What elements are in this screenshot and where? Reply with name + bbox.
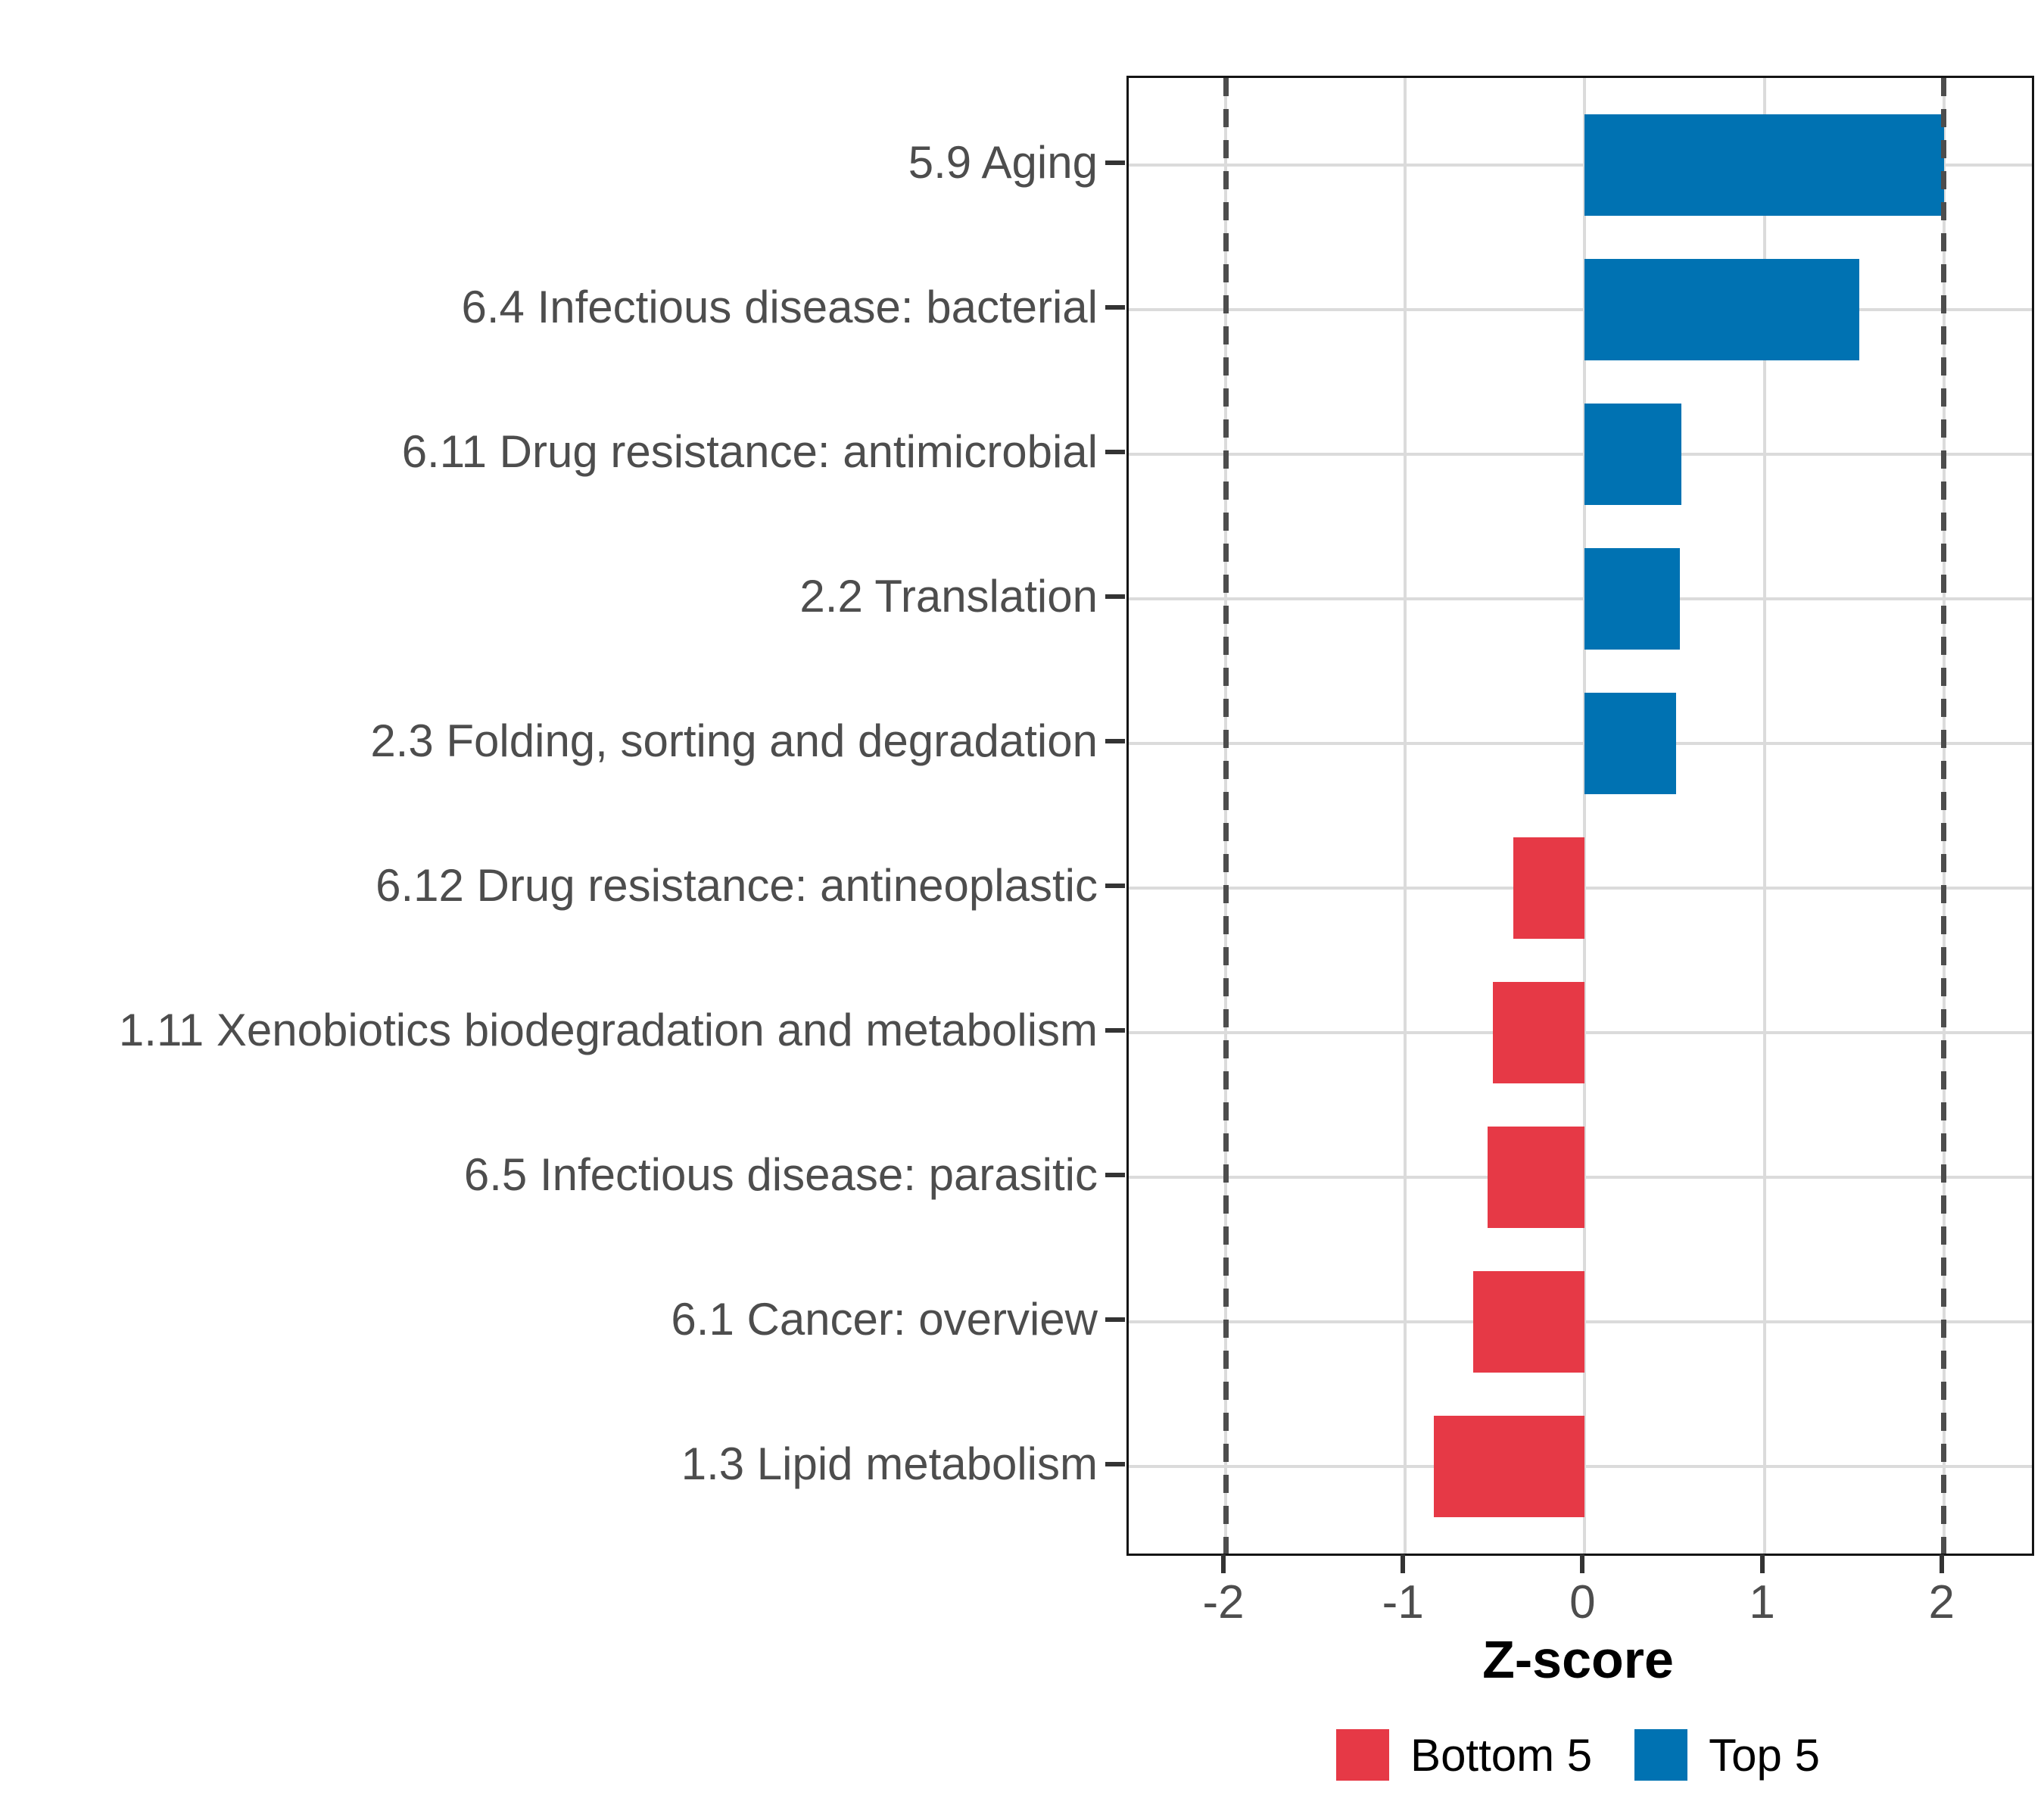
x-axis-tick <box>1939 1554 1944 1573</box>
legend: Bottom 5 Top 5 <box>1126 1728 2030 1782</box>
bar-6.12 <box>1513 837 1585 940</box>
legend-swatch <box>1634 1729 1688 1781</box>
x-axis-tick <box>1401 1554 1406 1573</box>
y-axis-label: 2.3 Folding, sorting and degradation <box>370 715 1098 766</box>
bar-5.9 <box>1584 114 1944 216</box>
vertical-gridline <box>1583 78 1587 1554</box>
y-axis-label: 6.12 Drug resistance: antineoplastic <box>375 860 1098 912</box>
horizontal-gridline <box>1129 307 2032 311</box>
y-axis-label: 6.5 Infectious disease: parasitic <box>463 1149 1098 1201</box>
y-axis-label: 2.2 Translation <box>799 570 1098 622</box>
x-axis-tick <box>1580 1554 1585 1573</box>
legend-swatch <box>1336 1729 1390 1781</box>
horizontal-gridline <box>1129 163 2032 167</box>
legend-entry-bottom-5: Bottom 5 <box>1336 1729 1592 1781</box>
bar-1.3 <box>1434 1416 1585 1518</box>
x-axis-tick <box>1759 1554 1765 1573</box>
y-axis-tick <box>1105 594 1125 599</box>
plot-panel <box>1126 76 2034 1556</box>
x-axis-tick-label: 1 <box>1749 1576 1775 1628</box>
legend-label: Top 5 <box>1709 1729 1820 1781</box>
legend-label: Bottom 5 <box>1410 1729 1593 1781</box>
y-axis-tick <box>1105 1462 1125 1467</box>
y-axis-label: 6.11 Drug resistance: antimicrobial <box>401 425 1098 477</box>
x-axis-tick-label: -1 <box>1382 1576 1424 1628</box>
bar-2.3 <box>1584 692 1677 794</box>
bar-6.5 <box>1488 1127 1585 1229</box>
bar-1.11 <box>1493 982 1585 1084</box>
y-axis-tick <box>1105 1317 1125 1323</box>
y-axis-tick <box>1105 1028 1125 1033</box>
y-axis-tick <box>1105 449 1125 454</box>
x-axis-tick-label: 0 <box>1569 1576 1596 1628</box>
y-axis-tick <box>1105 884 1125 889</box>
vertical-gridline <box>1762 78 1766 1554</box>
y-axis-label: 1.3 Lipid metabolism <box>681 1438 1098 1490</box>
y-axis-label: 6.4 Infectious disease: bacterial <box>461 281 1098 332</box>
y-axis-tick <box>1105 1173 1125 1178</box>
y-axis-tick <box>1105 304 1125 310</box>
bar-6.11 <box>1584 403 1682 505</box>
x-axis-tick-label: 2 <box>1928 1576 1955 1628</box>
x-axis-title: Z-score <box>1482 1630 1674 1689</box>
reference-line <box>1941 78 1947 1554</box>
vertical-gridline <box>1404 78 1407 1554</box>
y-axis-tick <box>1105 160 1125 165</box>
bar-2.2 <box>1584 547 1681 650</box>
bar-6.4 <box>1584 258 1860 360</box>
y-axis-tick <box>1105 738 1125 743</box>
horizontal-gridline <box>1129 597 2032 600</box>
y-axis-label: 6.1 Cancer: overview <box>671 1294 1098 1345</box>
horizontal-gridline <box>1129 741 2032 745</box>
reference-line <box>1223 78 1229 1554</box>
legend-entry-top-5: Top 5 <box>1634 1729 1820 1781</box>
horizontal-gridline <box>1129 452 2032 456</box>
y-axis-label: 5.9 Aging <box>908 136 1098 188</box>
y-axis-label: 1.11 Xenobiotics biodegradation and meta… <box>118 1005 1098 1056</box>
x-axis-tick <box>1221 1554 1226 1573</box>
bar-6.1 <box>1473 1271 1585 1373</box>
x-axis-tick-label: -2 <box>1202 1576 1245 1628</box>
